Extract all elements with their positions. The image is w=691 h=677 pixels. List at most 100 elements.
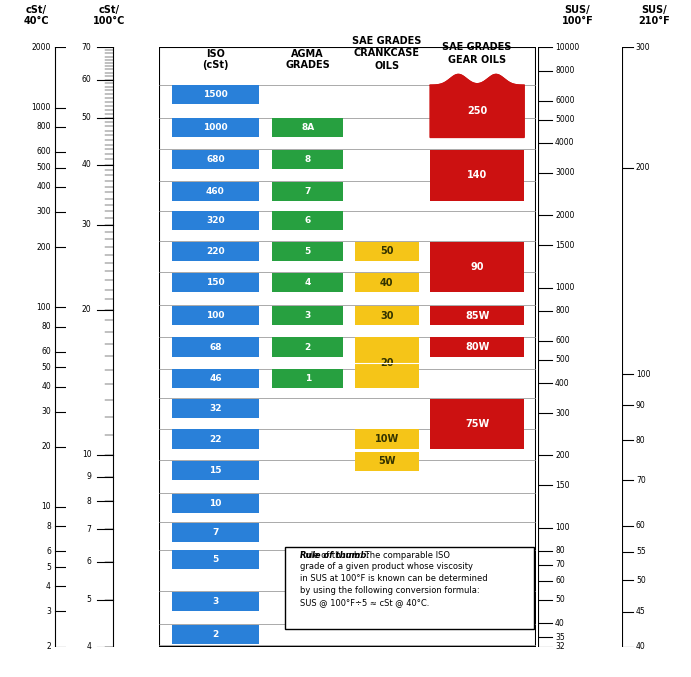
Text: 4000: 4000 [555, 139, 575, 148]
Text: 80: 80 [636, 436, 645, 445]
Text: 5: 5 [212, 555, 218, 565]
Text: 1: 1 [305, 374, 311, 383]
Text: 1500: 1500 [555, 241, 574, 250]
Text: 80: 80 [555, 546, 565, 555]
Text: 100: 100 [37, 303, 51, 311]
Text: 2: 2 [305, 343, 311, 351]
Text: 3000: 3000 [555, 169, 575, 177]
Text: 55: 55 [636, 547, 645, 556]
FancyBboxPatch shape [159, 47, 536, 647]
Text: 70: 70 [636, 476, 645, 485]
Text: cSt/
100°C: cSt/ 100°C [93, 5, 125, 26]
Text: 35: 35 [555, 633, 565, 642]
Text: 200: 200 [636, 163, 650, 173]
Text: 150: 150 [206, 278, 225, 287]
Text: Rule of thumb:: Rule of thumb: [300, 550, 370, 560]
Bar [172, 337, 258, 357]
Text: 6: 6 [305, 216, 311, 225]
Bar [172, 592, 258, 611]
Text: 4: 4 [46, 582, 51, 591]
Text: 800: 800 [555, 306, 569, 315]
Text: 100: 100 [206, 311, 225, 320]
Text: 6: 6 [86, 557, 91, 566]
Text: AGMA
GRADES: AGMA GRADES [285, 49, 330, 70]
Text: 50: 50 [380, 246, 393, 257]
Bar [172, 85, 258, 104]
Bar [430, 337, 524, 357]
Text: 40: 40 [41, 383, 51, 391]
Text: 10: 10 [209, 499, 222, 508]
Text: 460: 460 [206, 187, 225, 196]
Text: 10: 10 [82, 450, 91, 459]
Text: 3: 3 [305, 311, 311, 320]
Bar [354, 273, 419, 292]
Text: 1500: 1500 [203, 90, 228, 100]
Bar [354, 337, 419, 389]
Text: 200: 200 [555, 451, 569, 460]
Bar [172, 370, 258, 389]
Bar [272, 337, 343, 357]
Text: 8000: 8000 [555, 66, 574, 75]
FancyBboxPatch shape [285, 547, 533, 630]
Text: 22: 22 [209, 435, 222, 443]
Text: 70: 70 [555, 561, 565, 569]
Text: 8A: 8A [301, 123, 314, 133]
Text: ISO
(cSt): ISO (cSt) [202, 49, 229, 70]
Text: 50: 50 [41, 363, 51, 372]
Text: 300: 300 [555, 409, 569, 418]
Text: 50: 50 [82, 113, 91, 123]
Text: 32: 32 [209, 404, 222, 413]
Bar [272, 181, 343, 201]
Text: 50: 50 [636, 575, 645, 585]
Text: 100: 100 [636, 370, 650, 378]
Text: 9: 9 [86, 473, 91, 481]
Text: Rule of thumb: The comparable ISO
grade of a given product whose viscosity
in SU: Rule of thumb: The comparable ISO grade … [300, 550, 488, 607]
Bar [430, 150, 524, 201]
Text: 40: 40 [82, 160, 91, 169]
Text: 2000: 2000 [555, 211, 574, 220]
Text: 2000: 2000 [32, 43, 51, 52]
Text: 10: 10 [41, 502, 51, 511]
Text: 32: 32 [555, 642, 565, 651]
Bar [430, 399, 524, 449]
Text: 68: 68 [209, 343, 222, 351]
Text: 85W: 85W [465, 311, 489, 321]
Text: 30: 30 [41, 407, 51, 416]
Text: 15: 15 [209, 466, 222, 475]
Text: 20: 20 [380, 358, 393, 368]
Bar [354, 306, 419, 325]
Bar [172, 242, 258, 261]
Text: 20: 20 [41, 442, 51, 452]
Bar [172, 211, 258, 230]
Text: 60: 60 [82, 75, 91, 84]
Text: 5: 5 [86, 595, 91, 605]
Text: 200: 200 [37, 242, 51, 252]
Text: 5: 5 [305, 247, 311, 256]
Text: 600: 600 [555, 336, 569, 345]
Text: 20: 20 [82, 305, 91, 314]
Text: 60: 60 [555, 577, 565, 586]
Bar [172, 399, 258, 418]
Text: 60: 60 [636, 521, 645, 531]
Text: 250: 250 [467, 106, 487, 116]
Text: 220: 220 [206, 247, 225, 256]
Text: cSt/
40°C: cSt/ 40°C [23, 5, 49, 26]
Bar [430, 242, 524, 292]
Text: 10W: 10W [375, 434, 399, 444]
Bar [172, 460, 258, 480]
Bar [272, 118, 343, 137]
Text: 1000: 1000 [203, 123, 228, 133]
Text: 800: 800 [37, 123, 51, 131]
Text: 30: 30 [380, 311, 393, 321]
Text: 1000: 1000 [32, 103, 51, 112]
Bar [172, 150, 258, 169]
Text: 8: 8 [305, 155, 311, 164]
Text: 6000: 6000 [555, 96, 575, 105]
Text: 2: 2 [212, 630, 218, 639]
Text: 3: 3 [212, 597, 218, 606]
Text: 680: 680 [206, 155, 225, 164]
Text: SUS/
210°F: SUS/ 210°F [638, 5, 670, 26]
Bar [172, 494, 258, 513]
Bar [430, 85, 524, 137]
Bar [430, 306, 524, 325]
